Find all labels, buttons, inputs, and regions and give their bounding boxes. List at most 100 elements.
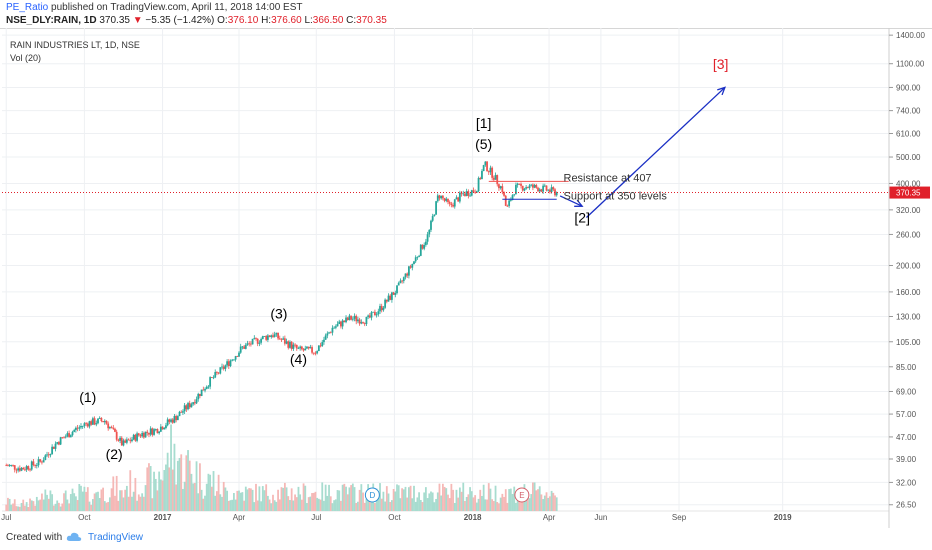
price-tick-label: 900.00 [896,83,921,92]
volume-bar [484,499,487,511]
volume-bar [312,492,315,511]
candle-body [166,419,169,426]
event-marker-circle [364,487,380,503]
candle-body [63,437,65,439]
candle-body [214,372,217,378]
volume-bar [348,487,351,511]
candle-body [346,317,349,321]
volume-bar [139,496,142,511]
candle-body [353,315,356,319]
volume-bar [13,499,16,511]
candle-body [460,192,463,194]
volume-bar [316,497,319,511]
wave-label: (1) [79,389,96,405]
time-tick-label: Apr [233,513,246,522]
volume-bar [78,483,81,511]
candle-body [129,440,132,442]
candle-body [124,440,127,443]
volume-bar [35,496,38,511]
candle-body [216,372,218,373]
volume-bar [379,483,381,511]
volume-bar [20,502,23,511]
volume-bar [489,488,492,511]
candle-body [392,292,395,295]
volume-bar [142,496,145,511]
candle-body [20,467,23,471]
volume-bar [289,500,291,511]
candle-body [374,311,376,316]
candle-body [511,195,514,201]
volume-bar [141,493,144,511]
time-axis: Jul Oct 2017 Apr Jul Oct 2018 Apr Jun Sep 2019 [1,513,792,522]
time-tick-label: Sep [672,513,687,522]
candle-body [436,195,439,202]
candle-body [520,183,522,186]
event-marker-circle [514,487,530,503]
candle-body [80,426,82,428]
candle-body [17,468,20,471]
candle-body [153,429,155,435]
candle-body [326,333,329,336]
volume-legend[interactable]: Vol (20) [10,53,42,63]
candle-body [263,335,266,337]
volume-bar [302,483,305,511]
candle-body [105,420,108,424]
candle-body [283,338,286,344]
volume-bar [458,487,461,511]
high-label: H: [261,15,272,26]
volume-bar [98,498,101,511]
candle-body [103,420,106,423]
tradingview-brand[interactable]: TradingView [88,532,144,543]
candle-body [47,454,50,456]
candle-body [165,425,167,429]
volume-bar [321,482,324,511]
time-tick-label: Jul [311,513,321,522]
author-link[interactable]: PE_Ratio [6,2,49,13]
volume-bar [353,487,356,511]
volume-bar [520,496,522,511]
candle-body [523,188,526,191]
footer: Created with TradingView [0,529,932,550]
volume-bar [479,489,482,511]
candle-body [13,465,16,470]
candle-body [542,185,545,192]
candle-body [382,307,385,311]
candle-body [547,189,550,191]
candle-body [83,423,86,426]
candle-body [244,344,247,349]
volume-bar [153,471,155,511]
candle-body [227,361,230,367]
volume-bar [555,497,558,511]
volume-bar [204,495,206,511]
candle-body [137,433,140,436]
candle-body [489,167,492,173]
candle-body [402,277,405,282]
candle-body [377,311,380,315]
candle-body [107,423,110,429]
candle-body [76,427,79,429]
high-value: 376.60 [271,15,302,26]
volume-bar [457,497,460,511]
candle-body [333,327,336,329]
volume-bar [385,486,388,511]
candle-body [51,446,54,455]
candle-body [8,465,11,467]
candle-body [61,437,64,439]
candle-body [58,442,60,445]
candle-body [404,273,407,278]
candle-body [273,334,276,337]
volume-bar [448,498,451,511]
volume-bar [499,497,502,511]
volume-bar [27,507,30,511]
volume-bar [503,496,505,511]
volume-bar [443,486,446,511]
volume-bar [506,502,509,511]
volume-bar [399,498,402,511]
time-tick-label: 2017 [154,513,172,522]
candle-body [292,344,295,349]
candle-body [447,198,449,202]
candle-body [407,266,410,276]
volume-bar [365,498,368,511]
candle-body [243,346,245,349]
